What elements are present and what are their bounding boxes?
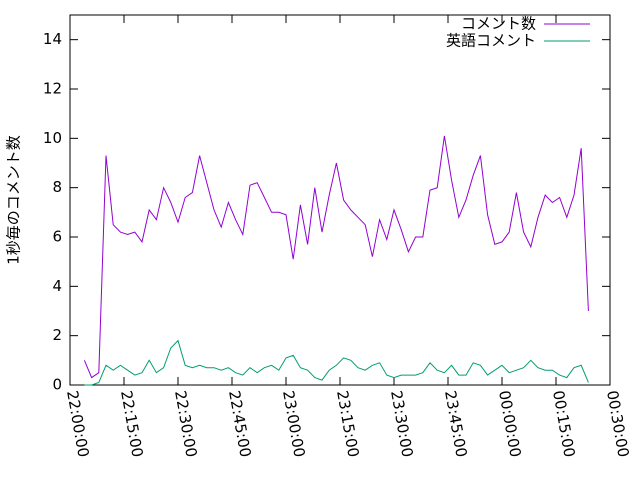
x-tick-label: 22:00:00: [63, 389, 92, 458]
y-tick-label: 10: [43, 129, 62, 147]
y-tick-label: 6: [52, 228, 62, 246]
y-tick-label: 2: [52, 326, 62, 344]
y-tick-label: 4: [52, 277, 62, 295]
x-tick-label: 23:45:00: [441, 389, 470, 458]
x-tick-label: 23:00:00: [279, 389, 308, 458]
y-tick-label: 8: [52, 178, 62, 196]
y-axis-label: 1秒毎のコメント数: [5, 135, 23, 265]
x-tick-label: 23:15:00: [333, 389, 362, 458]
x-tick-label: 23:30:00: [387, 389, 416, 458]
x-tick-label: 22:30:00: [171, 389, 200, 458]
series-line: [83, 135, 589, 379]
y-tick-label: 14: [43, 30, 62, 48]
y-tick-label: 12: [43, 80, 62, 98]
x-tick-label: 22:45:00: [225, 389, 254, 458]
y-tick-label: 0: [52, 376, 62, 394]
series-line: [84, 339, 589, 386]
legend-label: 英語コメント: [446, 32, 536, 50]
plot-border: [69, 14, 611, 386]
legend-label: コメント数: [461, 15, 536, 33]
x-tick-label: 00:00:00: [495, 389, 524, 458]
x-tick-label: 00:15:00: [549, 389, 578, 458]
x-tick-label: 00:30:00: [603, 389, 632, 458]
x-tick-label: 22:15:00: [117, 389, 146, 458]
